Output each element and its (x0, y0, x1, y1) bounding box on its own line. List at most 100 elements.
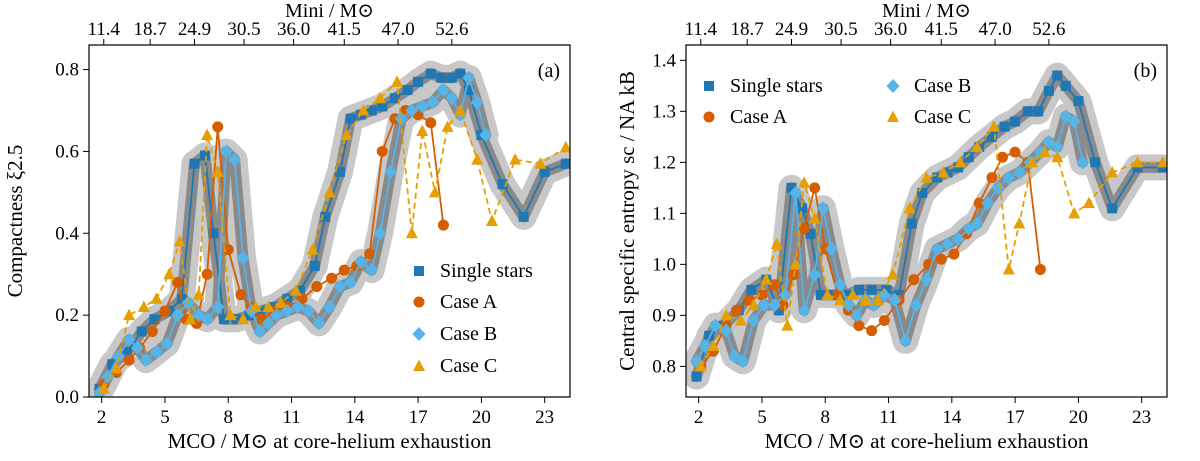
point-single-stars (999, 121, 1010, 132)
point-case-c (747, 298, 760, 311)
point-case-b (344, 275, 358, 290)
point-case-c (988, 120, 1001, 132)
legend-label-case-a: Case A (440, 291, 498, 313)
top-tick-label: 24.9 (178, 19, 211, 40)
point-single-stars (917, 187, 928, 198)
point-single-stars (189, 158, 200, 169)
point-case-a (935, 253, 947, 265)
x-tick-label: 2 (97, 407, 107, 428)
point-case-c (150, 292, 163, 304)
point-case-c (184, 312, 197, 325)
point-case-b (930, 242, 944, 257)
point-case-b (850, 308, 864, 323)
point-case-c (1013, 217, 1026, 229)
point-case-c (937, 166, 950, 178)
point-case-c (357, 103, 370, 116)
point-case-a (866, 325, 878, 337)
point-case-c (1038, 145, 1051, 158)
legend-label-case-c: Case C (914, 106, 971, 128)
point-case-b (1012, 165, 1026, 180)
point-case-c (97, 382, 110, 394)
point-case-c (781, 319, 794, 331)
y-tick-label: 0.8 (652, 356, 676, 377)
point-case-a (908, 274, 920, 286)
point-case-b (291, 299, 305, 314)
point-case-c (192, 288, 205, 300)
x-tick-label: 5 (757, 407, 767, 428)
point-case-c (237, 312, 250, 325)
point-single-stars (881, 284, 892, 295)
panel-label: (b) (1134, 60, 1157, 82)
point-case-c (454, 103, 467, 116)
x-tick-label: 2 (694, 407, 704, 428)
x-tick-label: 17 (1006, 407, 1025, 428)
x-axis-label: MCO / M⊙ at core-helium exhaustion (168, 429, 492, 453)
top-tick-label: 36.0 (874, 19, 907, 40)
point-single-stars (1043, 85, 1054, 96)
point-case-b (833, 277, 847, 292)
point-single-stars (518, 211, 529, 222)
point-single-stars (1107, 203, 1118, 214)
point-case-b (200, 312, 214, 327)
point-case-c (1025, 155, 1038, 168)
point-single-stars (1090, 157, 1101, 168)
point-single-stars (853, 284, 864, 295)
point-single-stars (797, 203, 808, 214)
top-tick-label: 36.0 (277, 19, 310, 40)
point-single-stars (345, 113, 356, 124)
point-case-a (159, 305, 171, 317)
point-case-b (719, 323, 733, 338)
point-case-a (146, 326, 158, 338)
point-case-b (962, 221, 976, 236)
point-case-b (354, 254, 368, 269)
top-tick-label: 30.5 (227, 19, 260, 40)
point-single-stars (1033, 106, 1044, 117)
point-case-c (734, 313, 747, 326)
point-case-b (797, 303, 811, 318)
point-single-stars (986, 131, 997, 142)
point-case-a (296, 293, 308, 305)
point-case-b (445, 91, 459, 106)
point-case-b (898, 333, 912, 348)
point-case-b (228, 152, 242, 167)
y-axis-label: Compactness ξ2.5 (3, 145, 27, 298)
point-single-stars (1010, 116, 1021, 127)
x-tick-label: 20 (472, 407, 491, 428)
point-case-c (720, 308, 733, 321)
point-case-b (841, 298, 855, 313)
point-case-a (212, 121, 224, 133)
point-single-stars (1060, 80, 1071, 91)
point-case-b (253, 324, 267, 339)
point-single-stars (1073, 96, 1084, 107)
point-case-c (770, 237, 783, 249)
x-tick-label: 17 (409, 407, 428, 428)
point-case-b (261, 316, 275, 331)
point-case-b (816, 201, 830, 216)
point-case-b (789, 185, 803, 200)
point-case-c (262, 300, 275, 312)
point-single-stars (841, 289, 852, 300)
legend-label-case-b: Case B (914, 75, 971, 97)
point-case-b (709, 318, 723, 333)
point-case-b (470, 95, 484, 110)
point-case-c (137, 300, 150, 312)
plot-area (686, 62, 1167, 390)
point-single-stars (704, 330, 715, 341)
point-case-a (948, 248, 960, 260)
point-case-c (323, 185, 336, 198)
point-case-b (462, 70, 476, 85)
point-case-b (301, 304, 315, 319)
point-single-stars (560, 158, 570, 169)
point-case-b (323, 299, 336, 314)
panel-a: 2 5 8 11 14 17 20 23 11.4 18.7 24.9 30.5 36.0 41.5 47.… (3, 0, 571, 453)
point-case-b (219, 144, 233, 159)
point-case-c (954, 155, 967, 168)
point-case-c (760, 273, 773, 285)
point-single-stars (446, 72, 457, 83)
point-case-a (235, 289, 247, 301)
legend-label-single-stars: Single stars (730, 75, 823, 97)
point-case-a (311, 280, 323, 292)
y-tick-label: 1.1 (652, 203, 676, 224)
point-case-b (877, 287, 891, 302)
point-case-c (1002, 262, 1015, 275)
